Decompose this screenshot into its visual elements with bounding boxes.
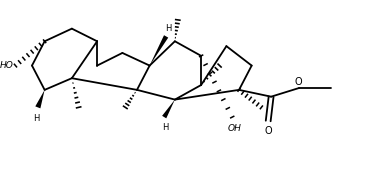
Text: H: H <box>165 24 171 32</box>
Polygon shape <box>162 100 175 118</box>
Polygon shape <box>35 90 45 108</box>
Text: O: O <box>265 126 272 136</box>
Text: H: H <box>33 114 39 123</box>
Text: H: H <box>162 123 168 132</box>
Polygon shape <box>150 35 168 65</box>
Text: O: O <box>294 77 302 87</box>
Text: OH: OH <box>227 124 241 133</box>
Text: HO: HO <box>0 61 14 70</box>
